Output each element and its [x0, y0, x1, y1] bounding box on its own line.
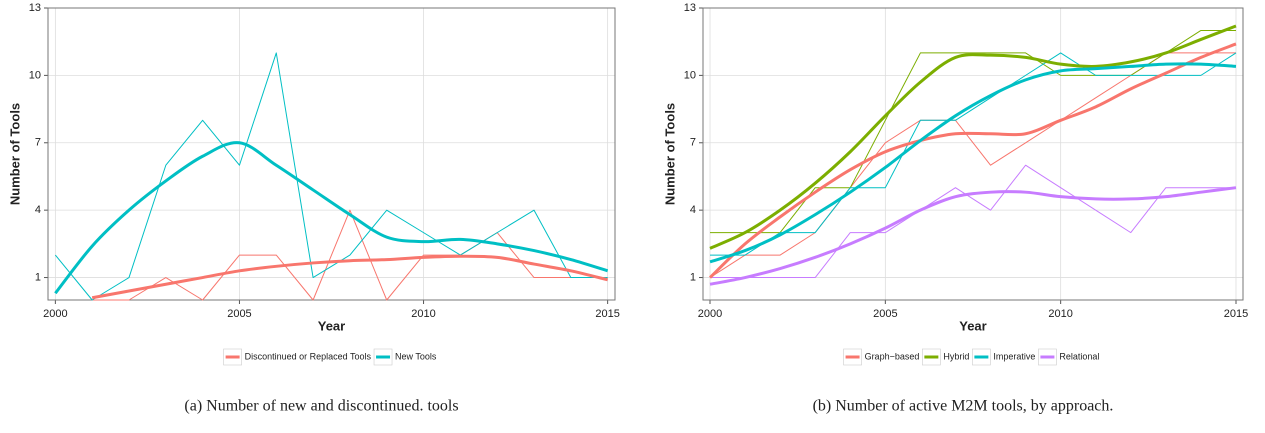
legend: Discontinued or Replaced Tools New Tools [223, 348, 437, 366]
y-tick-label: 1 [690, 271, 696, 283]
smooth-line [709, 186, 1237, 286]
x-tick-label: 2005 [227, 308, 251, 320]
smooth-line [54, 141, 609, 295]
smooth-line [709, 24, 1237, 250]
legend-label: Graph−based [865, 351, 920, 361]
x-tick-label: 2010 [411, 308, 435, 320]
x-tick-label: 2010 [1048, 308, 1072, 320]
plot-border [702, 7, 1244, 301]
data-line [710, 164, 1236, 279]
legend-label: Discontinued or Replaced Tools [245, 351, 372, 361]
y-tick-label: 4 [690, 204, 696, 216]
y-tick-label: 1 [35, 271, 41, 283]
plot-background [703, 8, 1243, 300]
data-line [54, 52, 608, 301]
y-tick-label: 13 [684, 2, 696, 14]
plot-border [47, 7, 616, 301]
y-tick-label: 7 [35, 137, 41, 149]
legend-label: Hybrid [943, 351, 969, 361]
x-axis-title: Year [318, 318, 345, 333]
y-tick-label: 13 [29, 2, 41, 14]
caption: (a) Number of new and discontinued. tool… [184, 398, 458, 415]
legend-label: Relational [1059, 351, 1099, 361]
smooth-line [709, 62, 1237, 264]
y-tick-label: 4 [35, 204, 41, 216]
x-tick-label: 2005 [873, 308, 897, 320]
x-tick-label: 2000 [43, 308, 67, 320]
x-axis-title: Year [959, 318, 986, 333]
x-tick-label: 2015 [1224, 308, 1248, 320]
x-tick-label: 2000 [698, 308, 722, 320]
smooth-line [91, 254, 608, 300]
y-tick-label: 10 [29, 69, 41, 81]
y-axis-title: Number of Tools [662, 103, 677, 205]
plot-background [48, 8, 615, 300]
x-tick-label: 2015 [595, 308, 619, 320]
legend-label: New Tools [395, 351, 437, 361]
caption: (b) Number of active M2M tools, by appro… [813, 398, 1114, 415]
y-tick-label: 7 [690, 137, 696, 149]
y-tick-label: 10 [684, 69, 696, 81]
legend-label: Imperative [993, 351, 1035, 361]
data-line [710, 52, 1237, 256]
smooth-line [708, 42, 1237, 279]
y-axis-title: Number of Tools [7, 103, 22, 205]
legend: Graph−based Hybrid Imperative Relational [843, 348, 1099, 366]
